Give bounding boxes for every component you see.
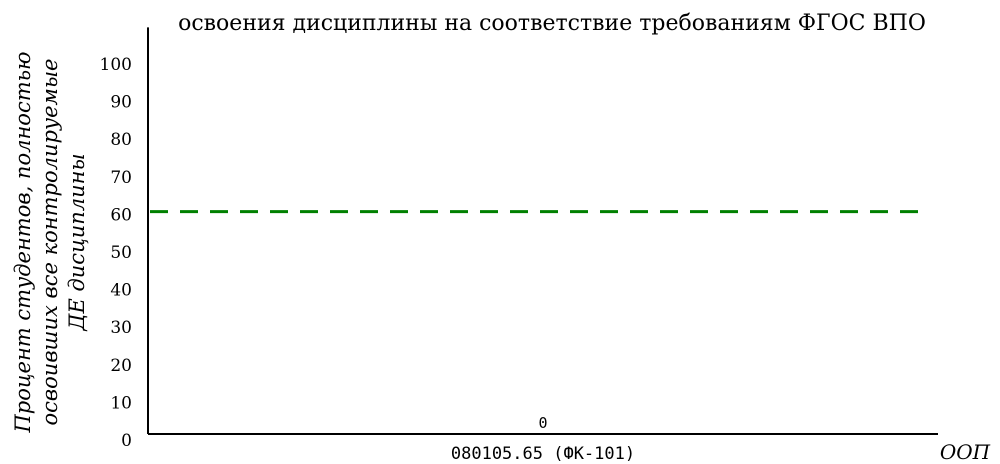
chart-title: освоения дисциплины на соответствие треб… [178, 11, 926, 36]
y-ticks: 0 10 20 30 40 50 60 70 80 90 100 [100, 55, 132, 451]
y-tick-label: 50 [110, 243, 132, 263]
x-categories: 080105.65 (ФК-101) [451, 444, 635, 464]
y-axis-label-line-2: освоивших все контролируемые [38, 59, 62, 426]
y-tick-label: 80 [110, 130, 132, 150]
bars: 0 [538, 414, 547, 432]
y-tick-label: 70 [110, 168, 132, 188]
y-axis-label-line-1: Процент студентов, полностью [11, 51, 35, 433]
x-axis-label: ООП [940, 440, 991, 464]
y-axis-label: Процент студентов, полностью освоивших в… [11, 51, 89, 433]
y-tick-label: 20 [110, 356, 132, 376]
y-tick-label: 10 [110, 393, 132, 413]
y-tick-label: 60 [110, 205, 132, 225]
y-axis-label-line-3: ДЕ дисциплины [65, 153, 89, 331]
y-tick-label: 0 [121, 431, 132, 451]
x-category-label: 080105.65 (ФК-101) [451, 444, 635, 464]
y-tick-label: 30 [110, 318, 132, 338]
bar-data-label: 0 [538, 414, 547, 432]
y-tick-label: 100 [100, 55, 132, 75]
y-tick-label: 90 [110, 93, 132, 113]
y-tick-label: 40 [110, 281, 132, 301]
